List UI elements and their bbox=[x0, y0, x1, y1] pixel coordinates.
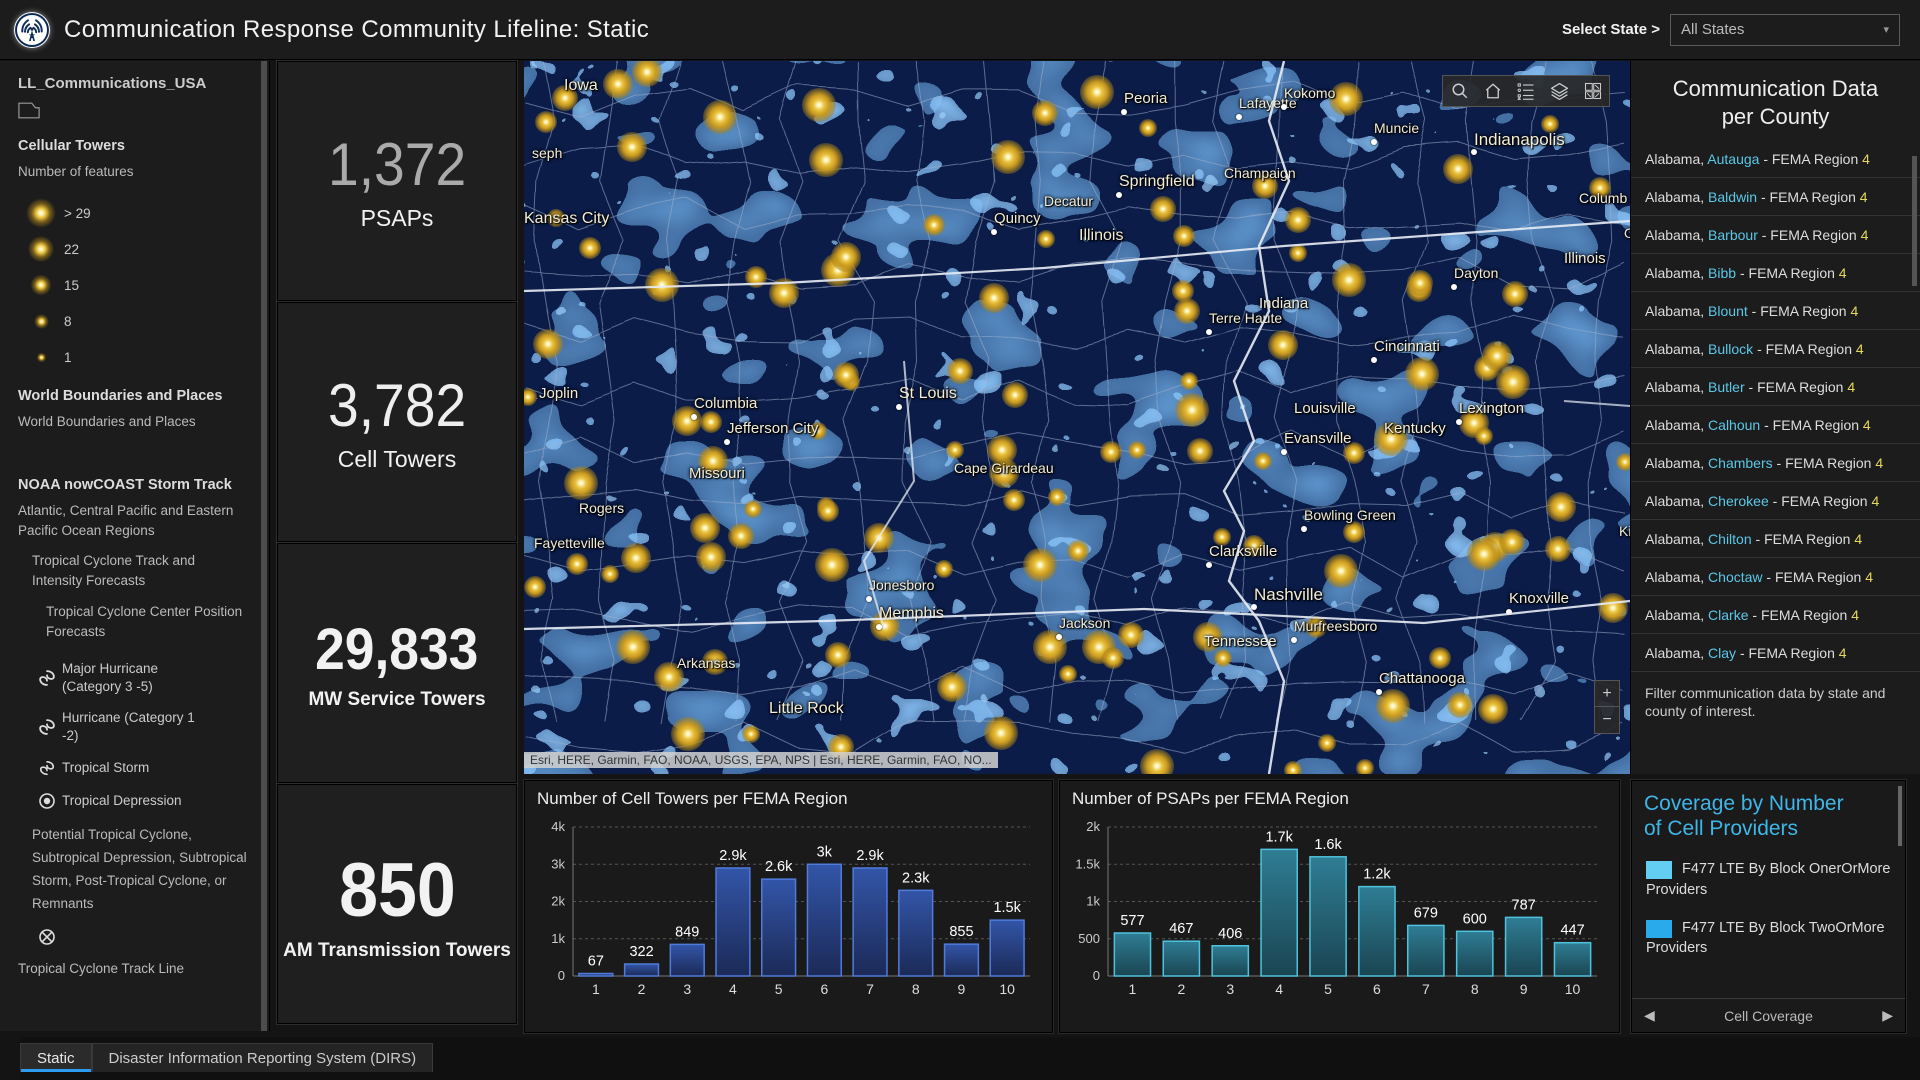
svg-text:1k: 1k bbox=[551, 931, 565, 946]
svg-text:6: 6 bbox=[1373, 981, 1381, 997]
svg-text:2.6k: 2.6k bbox=[765, 859, 793, 875]
svg-text:10: 10 bbox=[999, 981, 1015, 997]
svg-text:67: 67 bbox=[588, 954, 604, 970]
svg-text:7: 7 bbox=[866, 981, 874, 997]
svg-text:2.9k: 2.9k bbox=[719, 848, 747, 864]
svg-text:787: 787 bbox=[1512, 897, 1536, 913]
svg-text:5: 5 bbox=[1324, 981, 1332, 997]
svg-text:3: 3 bbox=[683, 981, 691, 997]
svg-text:467: 467 bbox=[1169, 921, 1193, 937]
svg-text:1.5k: 1.5k bbox=[993, 900, 1021, 916]
svg-text:406: 406 bbox=[1218, 926, 1242, 942]
svg-text:1.5k: 1.5k bbox=[1075, 856, 1100, 871]
svg-text:1: 1 bbox=[1129, 981, 1137, 997]
svg-text:447: 447 bbox=[1560, 923, 1584, 939]
svg-text:855: 855 bbox=[949, 924, 973, 940]
svg-text:6: 6 bbox=[820, 981, 828, 997]
svg-text:0: 0 bbox=[558, 968, 565, 983]
svg-text:2k: 2k bbox=[1086, 821, 1100, 834]
svg-text:1.6k: 1.6k bbox=[1314, 837, 1342, 853]
svg-text:3: 3 bbox=[1226, 981, 1234, 997]
svg-text:2k: 2k bbox=[551, 894, 565, 909]
svg-text:322: 322 bbox=[629, 944, 653, 960]
svg-text:679: 679 bbox=[1414, 905, 1438, 921]
svg-text:3k: 3k bbox=[551, 856, 565, 871]
svg-text:5: 5 bbox=[775, 981, 783, 997]
svg-text:4: 4 bbox=[729, 981, 737, 997]
svg-text:8: 8 bbox=[1471, 981, 1479, 997]
svg-text:4k: 4k bbox=[551, 821, 565, 834]
svg-text:1k: 1k bbox=[1086, 894, 1100, 909]
svg-text:9: 9 bbox=[1520, 981, 1528, 997]
svg-text:4: 4 bbox=[1275, 981, 1283, 997]
svg-text:3k: 3k bbox=[817, 844, 833, 860]
svg-text:10: 10 bbox=[1565, 981, 1581, 997]
svg-text:2: 2 bbox=[1177, 981, 1185, 997]
svg-text:500: 500 bbox=[1078, 931, 1100, 946]
svg-text:577: 577 bbox=[1120, 913, 1144, 929]
svg-text:1: 1 bbox=[592, 981, 600, 997]
svg-text:2.9k: 2.9k bbox=[856, 848, 884, 864]
svg-text:1.7k: 1.7k bbox=[1265, 829, 1293, 845]
svg-text:7: 7 bbox=[1422, 981, 1430, 997]
svg-text:8: 8 bbox=[912, 981, 920, 997]
svg-text:600: 600 bbox=[1463, 911, 1487, 927]
svg-text:9: 9 bbox=[958, 981, 966, 997]
svg-text:849: 849 bbox=[675, 924, 699, 940]
svg-text:0: 0 bbox=[1093, 968, 1100, 983]
svg-text:1.2k: 1.2k bbox=[1363, 867, 1391, 883]
svg-text:2.3k: 2.3k bbox=[902, 870, 930, 886]
svg-text:2: 2 bbox=[638, 981, 646, 997]
